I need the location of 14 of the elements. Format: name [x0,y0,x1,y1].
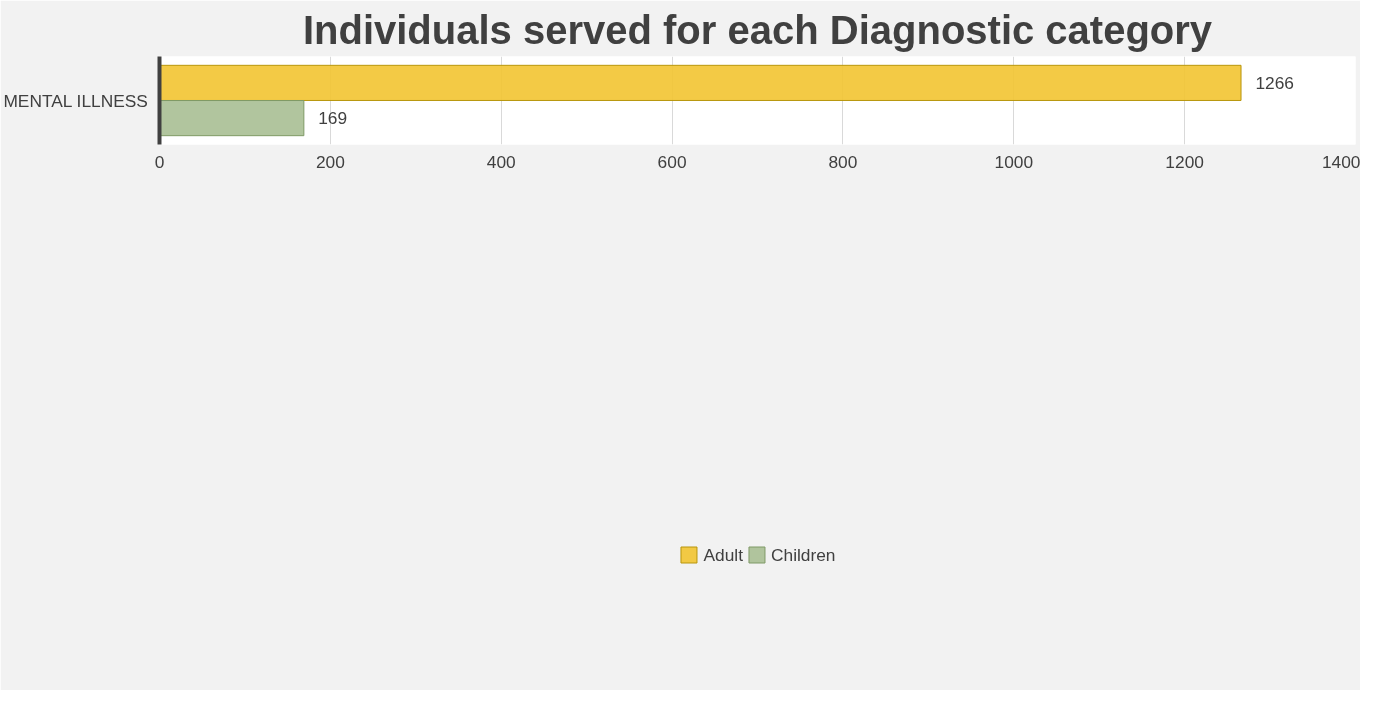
x-tick-label: 800 [828,151,858,172]
legend-label: Adult [703,544,743,566]
x-tick-label: 400 [486,151,516,172]
data-label: 169 [318,108,348,129]
x-tick-label: 0 [154,151,165,172]
x-tick-label: 1000 [994,151,1034,172]
x-tick-label: 600 [657,151,687,172]
x-tick-label: 1200 [1165,151,1204,172]
chart-title: Individuals served for each Diagnostic category [302,7,1213,52]
x-tick-label: 1400 [1321,151,1361,172]
data-label: 1266 [1255,72,1294,93]
legend-label: Children [770,544,836,566]
y-tick-label: MENTAL ILLNESS [3,90,148,111]
x-tick-label: 200 [315,151,345,172]
